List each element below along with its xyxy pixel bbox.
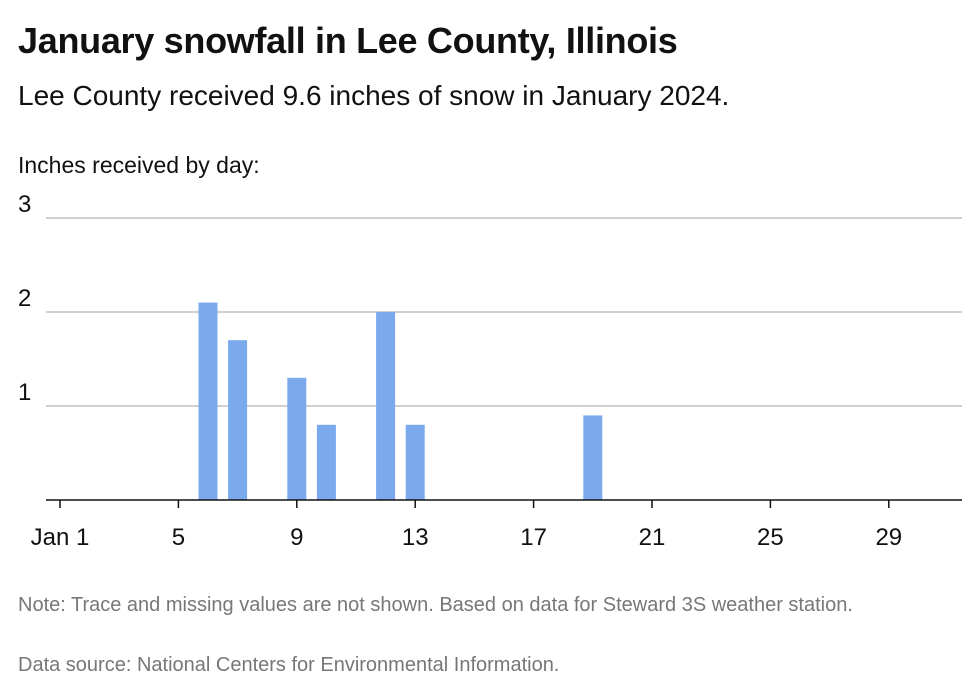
- y-axis-label: Inches received by day:: [18, 152, 260, 178]
- bars: [198, 302, 603, 500]
- x-axis: Jan 1 5 9 13 17 21 25 29: [31, 499, 962, 551]
- bar-day-13: [405, 424, 425, 500]
- data-source: Data source: National Centers for Enviro…: [18, 654, 560, 676]
- chart-title: January snowfall in Lee County, Illinois: [18, 20, 678, 61]
- bar-day-9: [287, 377, 307, 500]
- x-tick-label: 17: [520, 524, 547, 551]
- bar-day-19: [583, 415, 603, 500]
- x-tick-label: 9: [290, 524, 303, 551]
- y-tick-label: 2: [18, 285, 31, 312]
- bar-day-12: [376, 312, 396, 500]
- y-tick-label: 1: [18, 379, 31, 406]
- bar-day-6: [198, 302, 218, 500]
- gridlines: 1 2 3: [18, 191, 962, 407]
- footnote: Note: Trace and missing values are not s…: [18, 594, 853, 616]
- x-tick-label: 21: [639, 524, 666, 551]
- bar-chart: 1 2 3 Jan 1 5 9 13 17 21 25 29: [18, 191, 962, 551]
- x-tick-label: 13: [402, 524, 429, 551]
- chart-subtitle: Lee County received 9.6 inches of snow i…: [18, 80, 730, 111]
- bar-day-7: [228, 340, 248, 500]
- x-tick-label: Jan 1: [31, 524, 90, 551]
- x-tick-label: 25: [757, 524, 784, 551]
- x-tick-label: 5: [172, 524, 185, 551]
- bar-day-10: [316, 424, 336, 500]
- y-tick-label: 3: [18, 191, 31, 218]
- x-tick-label: 29: [875, 524, 902, 551]
